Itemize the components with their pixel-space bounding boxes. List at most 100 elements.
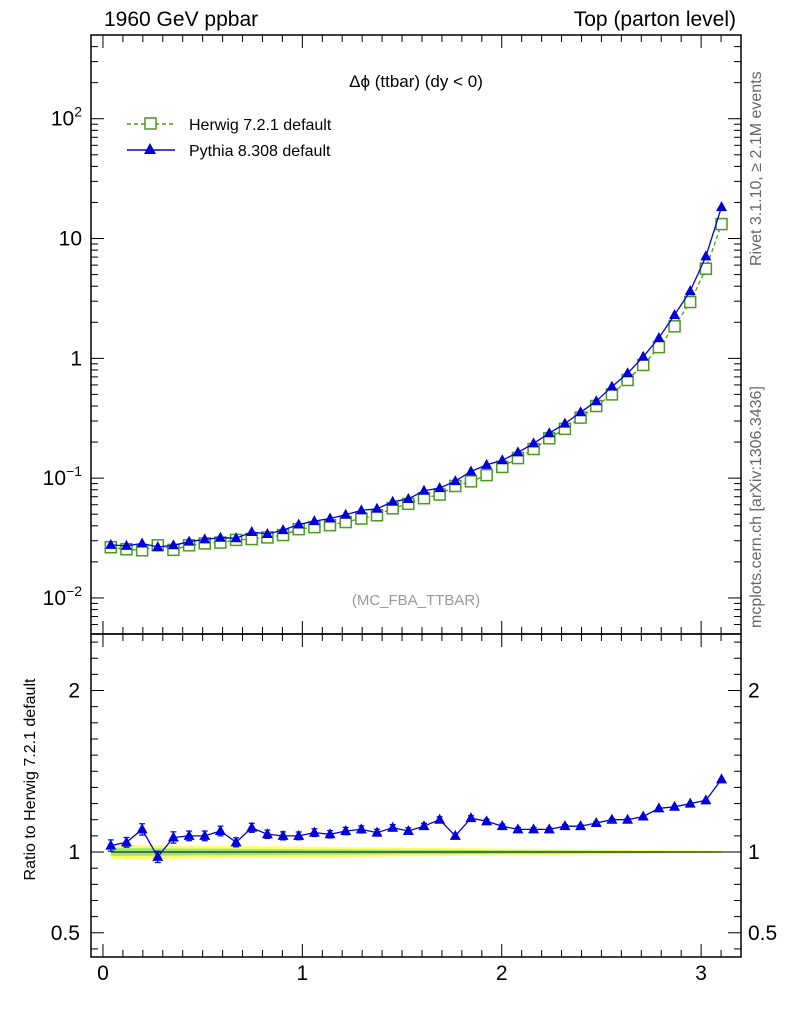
y-tick-label: 102: [51, 104, 82, 131]
ratio-point: [167, 831, 179, 842]
ratio-point: [120, 836, 132, 847]
pythia-point: [340, 508, 352, 519]
ratio-point: [214, 825, 226, 836]
ratio-point: [606, 813, 618, 824]
ratio-series-line: [110, 779, 723, 859]
pythia-point: [575, 406, 587, 417]
ratio-point: [355, 823, 367, 834]
ratio-point: [700, 794, 712, 805]
pythia-point: [684, 285, 696, 296]
ratio-point: [684, 797, 696, 808]
pythia-point: [606, 380, 618, 391]
pythia-point: [261, 527, 273, 538]
herwig-point: [683, 295, 697, 309]
legend-herwig-marker: [144, 117, 157, 130]
pythia-point: [716, 201, 728, 212]
ratio-point: [653, 802, 665, 813]
herwig-point: [355, 512, 368, 525]
pythia-point: [449, 475, 461, 486]
ratio-point: [512, 823, 524, 834]
ratio-y-tick-label: 0.5: [51, 922, 80, 945]
pythia-point: [199, 533, 211, 544]
pythia-point: [559, 417, 571, 428]
ratio-point: [340, 825, 352, 836]
ratio-point: [324, 828, 336, 839]
pythia-point: [622, 367, 634, 378]
herwig-point: [464, 475, 478, 488]
pythia-point: [402, 492, 414, 503]
header-right: Top (parton level): [573, 8, 736, 31]
ratio-point: [559, 820, 571, 831]
pythia-point: [324, 512, 336, 523]
pythia-point: [387, 495, 399, 506]
pythia-point: [528, 437, 540, 448]
ratio-point: [434, 813, 446, 824]
ratio-axis-label: Ratio to Herwig 7.2.1 default: [22, 678, 39, 880]
x-tick-label: 1: [297, 962, 309, 985]
pythia-point: [308, 515, 320, 526]
ratio-point: [575, 820, 587, 831]
ratio-point: [716, 773, 728, 784]
ratio-y-tick-label-right: 2: [748, 680, 760, 703]
ratio-point: [371, 826, 383, 837]
ratio-point: [136, 823, 148, 834]
legend-pythia-label: Pythia 8.308 default: [189, 143, 331, 160]
ratio-point: [199, 829, 211, 840]
pythia-point: [355, 504, 367, 515]
ratio-point: [246, 821, 258, 832]
pythia-point: [277, 524, 289, 535]
pythia-point: [434, 482, 446, 493]
legend-pythia-marker: [144, 143, 156, 154]
header-left: 1960 GeV ppbar: [104, 8, 259, 31]
ratio-point: [637, 810, 649, 821]
ratio-point: [465, 812, 477, 823]
ratio-point: [449, 829, 461, 840]
ratio-point: [183, 829, 195, 840]
pythia-series-line: [110, 206, 723, 548]
ratio-y-tick-label-right: 0.5: [748, 922, 777, 945]
pythia-point: [214, 531, 226, 542]
y-tick-label: 10−2: [43, 583, 83, 610]
ratio-point: [308, 826, 320, 837]
pythia-point: [293, 518, 305, 529]
pythia-point: [183, 535, 195, 546]
pythia-point: [230, 532, 242, 543]
pythia-point: [105, 538, 117, 549]
ratio-point: [105, 839, 117, 850]
ratio-plot-frame: [90, 633, 742, 958]
y-tick-label: 10: [59, 228, 82, 251]
pythia-point: [465, 465, 477, 476]
pythia-point: [371, 502, 383, 513]
pythia-point: [152, 541, 164, 552]
ratio-point: [261, 828, 273, 839]
ratio-point: [669, 800, 681, 811]
y-tick-label: 1: [70, 347, 82, 370]
pythia-point: [512, 446, 524, 457]
pythia-point: [653, 331, 665, 342]
pythia-point: [543, 427, 555, 438]
ratio-y-tick-label: 2: [68, 680, 80, 703]
pythia-point: [590, 395, 602, 406]
ratio-point: [590, 816, 602, 827]
ratio-point: [387, 821, 399, 832]
ratio-point: [230, 836, 242, 847]
x-tick-label: 3: [695, 962, 707, 985]
pythia-point: [246, 526, 258, 537]
ratio-point: [528, 823, 540, 834]
legend-herwig-label: Herwig 7.2.1 default: [189, 117, 332, 134]
ratio-point: [481, 815, 493, 826]
plot-title: Δϕ (ttbar) (dy < 0): [349, 72, 483, 91]
ratio-point: [543, 823, 555, 834]
pythia-point: [700, 250, 712, 261]
pythia-point: [136, 537, 148, 548]
ratio-point: [402, 825, 414, 836]
herwig-point: [480, 468, 493, 482]
y-tick-label: 10−1: [43, 463, 83, 490]
herwig-series-line: [110, 223, 723, 551]
x-tick-label: 0: [97, 962, 109, 985]
ratio-point: [622, 813, 634, 824]
ratio-y-tick-label: 1: [68, 841, 80, 864]
x-tick-label: 2: [496, 962, 508, 985]
pythia-point: [496, 454, 508, 465]
